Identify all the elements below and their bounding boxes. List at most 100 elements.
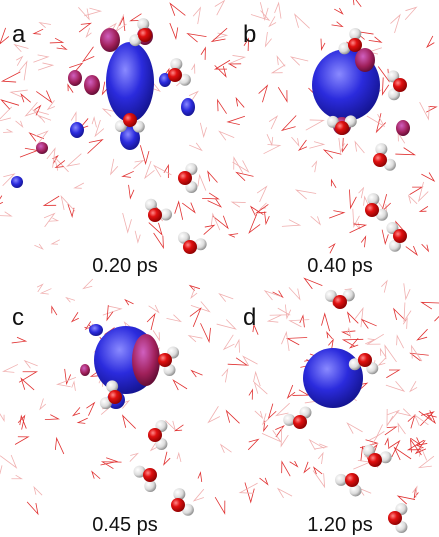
wire <box>67 154 81 166</box>
oxygen <box>123 113 137 127</box>
wire <box>0 462 2 473</box>
wire <box>145 161 155 178</box>
wire <box>0 196 3 206</box>
wire <box>269 116 277 129</box>
oxygen <box>148 208 162 222</box>
wire <box>215 1 224 15</box>
wire <box>27 502 38 514</box>
isosurface <box>303 348 363 408</box>
oxygen <box>138 28 152 42</box>
wire <box>409 196 417 204</box>
wire <box>291 137 298 146</box>
wire <box>75 183 84 188</box>
wire <box>404 283 410 299</box>
wire <box>324 150 341 158</box>
panel-label: a <box>12 21 26 48</box>
isosurface <box>181 98 195 116</box>
wire <box>228 55 244 64</box>
wire <box>281 332 289 351</box>
wire <box>343 339 363 346</box>
wire <box>213 216 228 228</box>
wire <box>240 483 258 493</box>
wire <box>410 381 417 391</box>
wire <box>72 382 76 391</box>
wire <box>149 305 159 312</box>
wire <box>45 415 59 420</box>
wire <box>386 381 404 391</box>
wire <box>55 157 69 171</box>
wire <box>398 496 415 504</box>
wire <box>282 115 296 130</box>
oxygen <box>348 38 362 52</box>
wire <box>192 371 203 378</box>
wire <box>381 281 387 293</box>
oxygen <box>358 353 372 367</box>
wire <box>21 94 31 102</box>
wire <box>154 233 164 248</box>
wire <box>331 180 336 188</box>
wire <box>33 55 48 62</box>
wire <box>170 23 178 38</box>
wire <box>264 145 280 154</box>
wire <box>278 489 292 498</box>
wire <box>135 231 140 242</box>
wire <box>189 143 202 150</box>
wire <box>332 22 343 27</box>
wire <box>208 199 221 207</box>
wire <box>395 148 414 155</box>
wire <box>361 237 365 248</box>
wire <box>193 8 200 24</box>
wire <box>41 289 51 295</box>
wire <box>386 370 399 378</box>
time-label: 0.20 ps <box>92 255 158 277</box>
oxygen <box>158 353 172 367</box>
wire <box>295 14 310 28</box>
wire <box>249 214 260 233</box>
wire <box>232 202 246 207</box>
wire <box>11 90 28 97</box>
wire <box>406 246 417 255</box>
wire <box>275 3 281 19</box>
wire <box>66 298 75 303</box>
wire <box>422 302 439 309</box>
wire <box>0 455 16 468</box>
wire <box>296 190 316 199</box>
wire <box>129 185 134 198</box>
isosurface <box>355 48 375 72</box>
wire <box>201 48 205 60</box>
wire <box>229 234 238 238</box>
wire <box>405 7 416 19</box>
density-isosurfaces <box>11 27 410 409</box>
wire <box>285 305 290 319</box>
wire <box>33 110 49 118</box>
wire <box>329 211 344 219</box>
oxygen <box>178 171 192 185</box>
wire <box>419 456 434 467</box>
wire <box>149 223 162 235</box>
wire <box>355 308 363 327</box>
isosurface <box>132 334 160 386</box>
wire <box>192 65 195 74</box>
wire <box>236 98 244 107</box>
panel-label: c <box>12 304 24 331</box>
wire <box>226 411 239 424</box>
wire <box>52 307 57 315</box>
wire <box>262 430 281 441</box>
wire <box>257 187 266 202</box>
wire <box>235 340 240 353</box>
wire <box>83 47 94 61</box>
wire <box>0 28 9 44</box>
wire <box>2 72 20 82</box>
wire <box>300 316 305 328</box>
wire <box>251 11 269 21</box>
wire <box>327 332 333 339</box>
oxygen <box>148 428 162 442</box>
wire <box>367 114 384 126</box>
isosurface <box>80 364 90 376</box>
wire <box>420 206 428 211</box>
wire <box>353 0 361 7</box>
wire <box>191 287 197 298</box>
isosurface <box>396 120 410 136</box>
oxygen <box>388 511 402 525</box>
oxygen <box>365 203 379 217</box>
